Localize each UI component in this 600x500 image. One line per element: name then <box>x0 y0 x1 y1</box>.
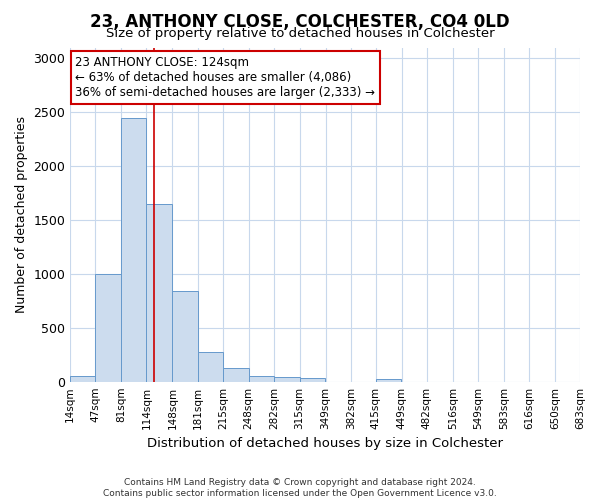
Text: 23, ANTHONY CLOSE, COLCHESTER, CO4 0LD: 23, ANTHONY CLOSE, COLCHESTER, CO4 0LD <box>90 12 510 30</box>
Bar <box>274 378 299 382</box>
Y-axis label: Number of detached properties: Number of detached properties <box>15 116 28 313</box>
Bar <box>172 291 197 382</box>
Bar <box>248 376 274 382</box>
Text: Size of property relative to detached houses in Colchester: Size of property relative to detached ho… <box>106 28 494 40</box>
Bar <box>70 376 95 382</box>
Bar <box>95 274 121 382</box>
Bar <box>121 118 146 382</box>
Bar <box>299 378 325 382</box>
Text: Contains HM Land Registry data © Crown copyright and database right 2024.
Contai: Contains HM Land Registry data © Crown c… <box>103 478 497 498</box>
Bar <box>376 379 401 382</box>
X-axis label: Distribution of detached houses by size in Colchester: Distribution of detached houses by size … <box>147 437 503 450</box>
Bar <box>146 204 172 382</box>
Bar <box>197 352 223 382</box>
Text: 23 ANTHONY CLOSE: 124sqm
← 63% of detached houses are smaller (4,086)
36% of sem: 23 ANTHONY CLOSE: 124sqm ← 63% of detach… <box>76 56 376 99</box>
Bar <box>223 368 248 382</box>
